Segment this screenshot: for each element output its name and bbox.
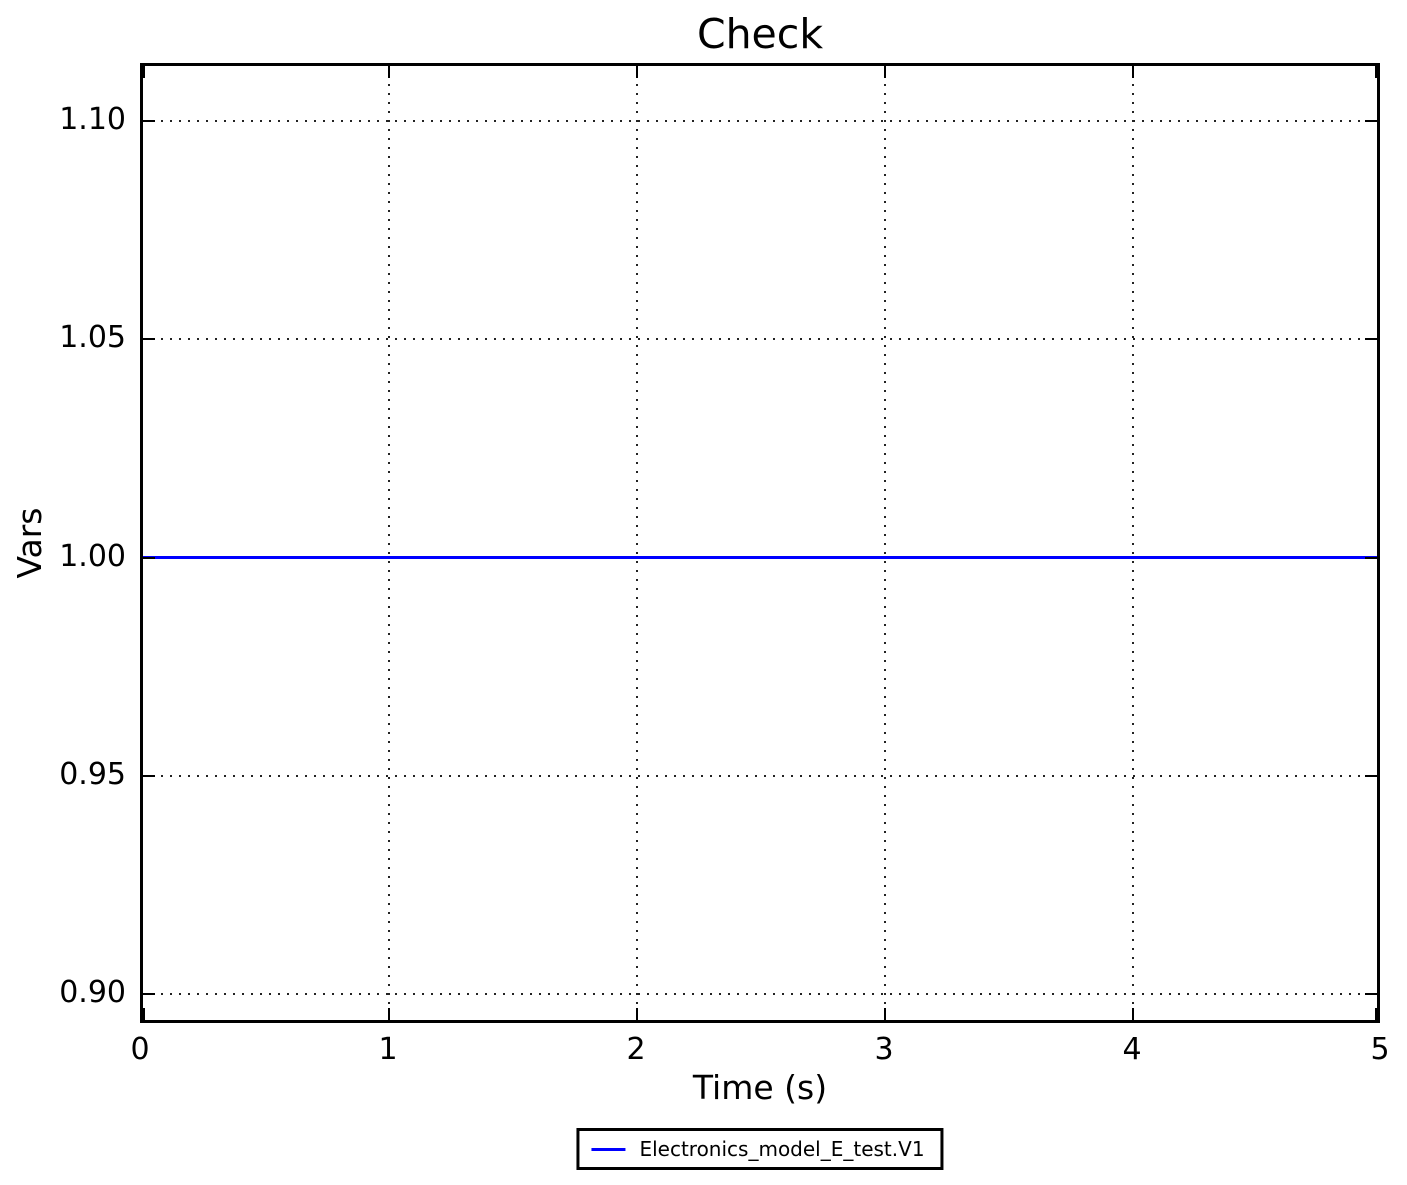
plot-area xyxy=(140,63,1380,1023)
gridline-x-2 xyxy=(636,66,638,1020)
tick-x1-top xyxy=(388,66,390,78)
tick-y1p00-right xyxy=(1365,557,1377,559)
x-tick-label-5: 5 xyxy=(1370,1032,1390,1067)
tick-x0-bottom xyxy=(143,1008,145,1020)
tick-x2-top xyxy=(636,66,638,78)
x-tick-label-1: 1 xyxy=(378,1032,398,1067)
tick-y0p90-right xyxy=(1365,993,1377,995)
series-line-electronics-model-e-test-v1 xyxy=(143,556,1377,559)
tick-y1p05-left xyxy=(143,338,155,340)
tick-x4-top xyxy=(1132,66,1134,78)
x-axis-label: Time (s) xyxy=(692,1068,828,1107)
tick-x1-bottom xyxy=(388,1008,390,1020)
gridline-y-1p10 xyxy=(143,120,1377,122)
gridline-x-3 xyxy=(884,66,886,1020)
tick-x3-bottom xyxy=(884,1008,886,1020)
tick-y0p95-right xyxy=(1365,775,1377,777)
tick-y0p95-left xyxy=(143,775,155,777)
tick-y1p10-right xyxy=(1365,120,1377,122)
tick-x4-bottom xyxy=(1132,1008,1134,1020)
tick-x5-top xyxy=(1375,66,1377,78)
y-tick-label-0p95: 0.95 xyxy=(59,757,126,792)
x-tick-label-3: 3 xyxy=(874,1032,894,1067)
gridline-y-1p05 xyxy=(143,338,1377,340)
legend-line-sample xyxy=(591,1147,626,1151)
legend-label: Electronics_model_E_test.V1 xyxy=(639,1137,925,1161)
y-tick-label-1p05: 1.05 xyxy=(59,320,126,355)
tick-x0-top xyxy=(143,66,145,78)
tick-y1p10-left xyxy=(143,120,155,122)
gridline-x-4 xyxy=(1132,66,1134,1020)
gridline-x-1 xyxy=(388,66,390,1020)
x-tick-label-4: 4 xyxy=(1122,1032,1142,1067)
tick-x3-top xyxy=(884,66,886,78)
gridline-y-0p90 xyxy=(143,993,1377,995)
chart-title: Check xyxy=(696,10,824,58)
tick-y1p05-right xyxy=(1365,338,1377,340)
tick-x2-bottom xyxy=(636,1008,638,1020)
x-tick-label-2: 2 xyxy=(626,1032,646,1067)
y-tick-label-1p00: 1.00 xyxy=(59,539,126,574)
legend: Electronics_model_E_test.V1 xyxy=(576,1128,944,1170)
tick-y0p90-left xyxy=(143,993,155,995)
tick-x5-bottom xyxy=(1375,1008,1377,1020)
gridline-y-0p95 xyxy=(143,775,1377,777)
y-tick-label-1p10: 1.10 xyxy=(59,102,126,137)
y-tick-label-0p90: 0.90 xyxy=(59,975,126,1010)
tick-y1p00-left xyxy=(143,557,155,559)
x-tick-label-0: 0 xyxy=(130,1032,150,1067)
